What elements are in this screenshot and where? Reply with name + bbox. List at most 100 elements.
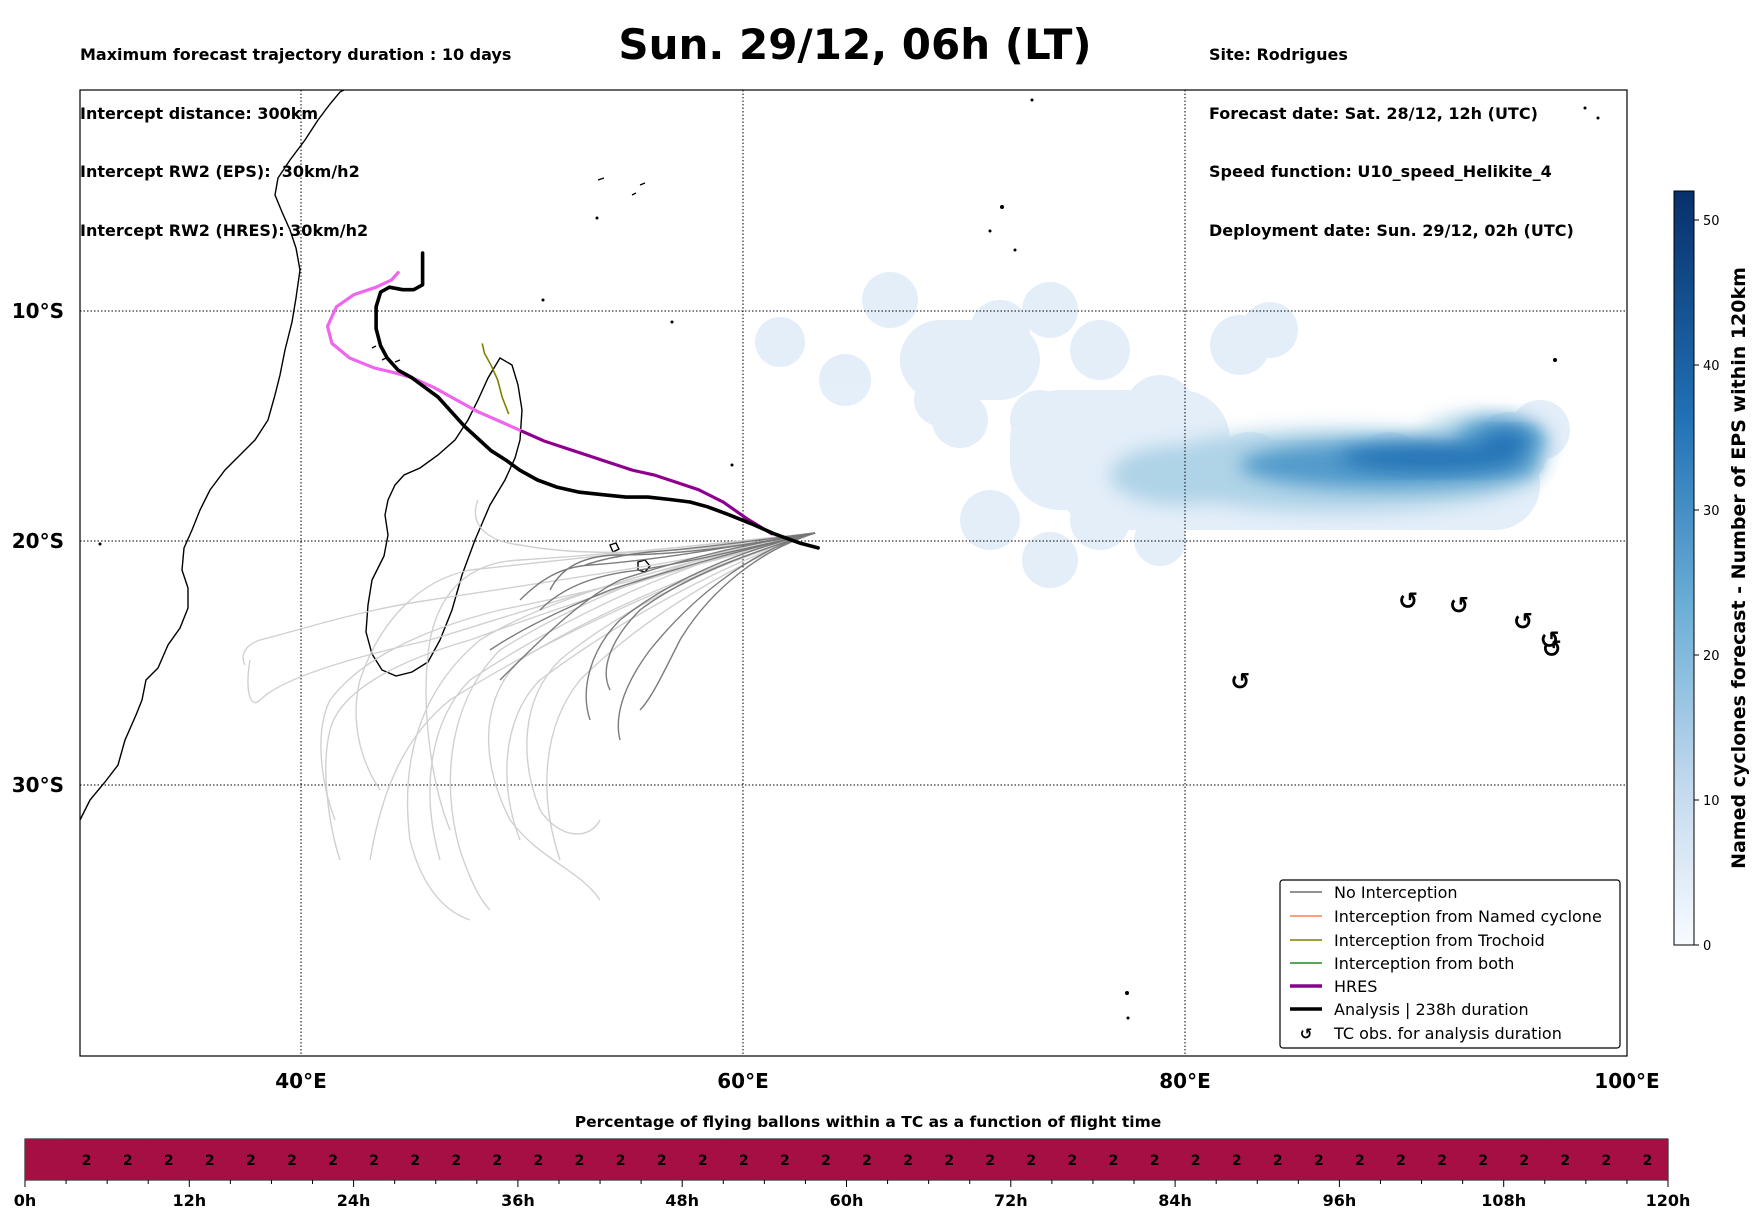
africa-coast (80, 90, 345, 821)
map-frame (79, 89, 1628, 1057)
pct-cell-label: 2 (1396, 1153, 1406, 1169)
pct-cell (558, 1139, 601, 1180)
time-label: 84h (1158, 1191, 1192, 1210)
pct-cell (600, 1139, 642, 1180)
forecast-date-text: Forecast date: Sat. 28/12, 12h (UTC) (1209, 103, 1538, 123)
lat-label-20s: 20°S (12, 529, 64, 553)
time-axis-labels: 0h 12h 24h 36h 48h 60h 72h 84h 96h 108h 120h (14, 1191, 1691, 1210)
pct-cell (1421, 1139, 1463, 1180)
pct-cell-label: 2 (1437, 1153, 1447, 1169)
colorbar-tick-label: 10 (1703, 794, 1720, 809)
pct-cell (1298, 1139, 1340, 1180)
tc-symbol-icon: ↺ (1300, 1025, 1313, 1043)
pct-cell-label: 2 (1109, 1153, 1119, 1169)
pct-cell-label: 2 (493, 1153, 503, 1169)
pct-cell (435, 1139, 477, 1180)
pct-cell-label: 2 (862, 1153, 872, 1169)
comoros (371, 345, 401, 363)
pct-cell-label: 2 (944, 1153, 954, 1169)
tc-observation-marker: ↺ (1449, 591, 1469, 619)
pct-cell (476, 1139, 518, 1180)
trochoid-interception-track (481, 343, 510, 415)
legend-analysis: Analysis | 238h duration (1334, 1000, 1529, 1019)
pct-cell (189, 1139, 231, 1180)
time-label: 48h (665, 1191, 699, 1210)
faded-ensemble-tracks (242, 499, 816, 921)
pct-ticks (24, 1180, 1669, 1187)
pct-cell (1257, 1139, 1299, 1180)
tc-observation-marker: ↺ (1230, 667, 1250, 695)
speed-function-text: Speed function: U10_speed_Helikite_4 (1209, 162, 1552, 181)
gridlines (80, 90, 1627, 1056)
pct-cell-label: 2 (1273, 1153, 1283, 1169)
bottom-bar-title: Percentage of flying ballons within a TC… (575, 1113, 1162, 1131)
time-label: 24h (337, 1191, 371, 1210)
legend: ↺ No Interception Interception from Name… (1279, 879, 1621, 1049)
colorbar: 0 10 20 30 40 50 Named cyclones forecast - Nu… (1673, 190, 1750, 954)
pct-cell-label: 2 (903, 1153, 913, 1169)
legend-tc-obs: TC obs. for analysis duration (1333, 1024, 1562, 1043)
site-text: Site: Rodrigues (1209, 45, 1348, 64)
forecast-settings-block: Maximum forecast trajectory duration : 1… (80, 6, 511, 260)
legend-trochoid: Interception from Trochoid (1334, 931, 1545, 950)
colorbar-tick-label: 0 (1703, 939, 1711, 954)
pct-cell (271, 1139, 313, 1180)
pct-cell-label: 2 (246, 1153, 256, 1169)
pct-cell (230, 1139, 272, 1180)
site-info-block: Site: Rodrigues Forecast date: Sat. 28/1… (1209, 6, 1574, 260)
pct-cell (312, 1139, 354, 1180)
pct-cell (846, 1139, 888, 1180)
lat-labels: 10°S 20°S 30°S (12, 299, 64, 797)
lon-label-60e: 60°E (717, 1069, 769, 1093)
pct-cell-label: 2 (657, 1153, 667, 1169)
pct-cell (723, 1139, 765, 1180)
pct-cell-label: 2 (1232, 1153, 1242, 1169)
pct-cell-label: 2 (164, 1153, 174, 1169)
time-label: 72h (994, 1191, 1028, 1210)
pct-cell (682, 1139, 724, 1180)
time-label: 36h (501, 1191, 535, 1210)
pct-cell-label: 2 (1355, 1153, 1365, 1169)
colorbar-ticks: 0 10 20 30 40 50 (1694, 214, 1720, 954)
pct-cell (517, 1139, 559, 1180)
hres-track-early (520, 429, 774, 536)
pct-cell-label: 2 (780, 1153, 790, 1169)
lon-label-100e: 100°E (1594, 1069, 1659, 1093)
pct-cell-label: 2 (1150, 1153, 1160, 1169)
cyclone-density-field (755, 272, 1570, 588)
pct-cell (1216, 1139, 1258, 1180)
pct-cell-label: 2 (1602, 1153, 1612, 1169)
lon-labels: 40°E 60°E 80°E 100°E (275, 1069, 1659, 1093)
time-label: 120h (1646, 1191, 1691, 1210)
time-label: 60h (830, 1191, 864, 1210)
time-label: 96h (1323, 1191, 1357, 1210)
pct-cell (1462, 1139, 1504, 1180)
pct-cell-label: 2 (1068, 1153, 1078, 1169)
pct-cell-label: 2 (616, 1153, 626, 1169)
tc-observation-marker: ↺ (1398, 587, 1418, 615)
pct-cell (1339, 1139, 1381, 1180)
time-label: 12h (172, 1191, 206, 1210)
pct-cell-label: 2 (1314, 1153, 1324, 1169)
tc-percentage-bar: 2 2 2 2 2 2 2 2 2 2 2 2 2 2 2 2 2 2 2 2 2 2 2 2 2 2 2 2 2 2 2 2 2 2 2 2 2 2 2 (24, 1138, 1669, 1187)
density-peak (1340, 430, 1530, 472)
pct-cell-label: 2 (369, 1153, 379, 1169)
pct-cell-label: 2 (1026, 1153, 1036, 1169)
pct-cell (1134, 1139, 1176, 1180)
pct-cell-label: 2 (205, 1153, 215, 1169)
legend-named-cyclone: Interception from Named cyclone (1334, 907, 1602, 926)
pct-cell-label: 2 (821, 1153, 831, 1169)
seychelles (597, 177, 646, 196)
colorbar-tick-label: 30 (1703, 504, 1720, 519)
analysis-track (374, 251, 820, 550)
legend-no-interception: No Interception (1334, 883, 1458, 902)
colorbar-tick-label: 50 (1703, 214, 1720, 229)
lon-label-80e: 80°E (1159, 1069, 1211, 1093)
pct-cell (641, 1139, 683, 1180)
deployment-date-text: Deployment date: Sun. 29/12, 02h (UTC) (1209, 220, 1574, 240)
pct-cell (764, 1139, 806, 1180)
pct-cell (1626, 1139, 1668, 1180)
pct-cell-label: 2 (1560, 1153, 1570, 1169)
pct-cell-label: 2 (451, 1153, 461, 1169)
